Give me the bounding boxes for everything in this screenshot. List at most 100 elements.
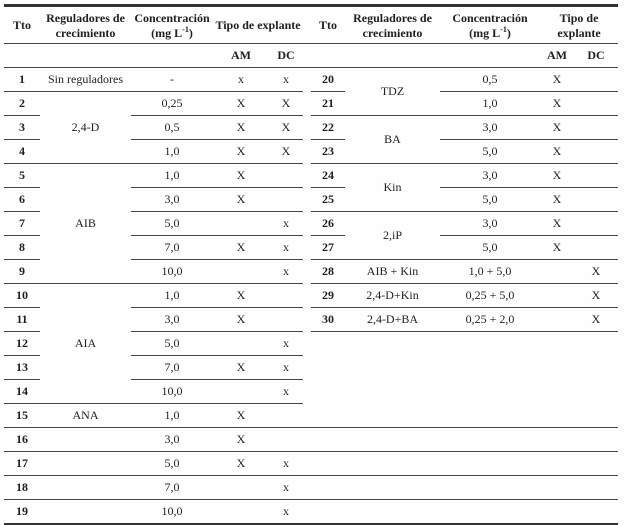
concentration-cell: 3,0 [131,427,213,452]
am-mark-cell [213,211,269,236]
tto-cell: 6 [4,187,40,212]
am-header-right: AM [540,43,574,68]
concentration-cell: 0,25 + 2,0 [440,307,540,332]
concentration-header-left: Concentración (mg L-1) [131,5,213,44]
tto-cell: 2 [4,91,40,116]
header-line: Reguladores de [353,11,432,26]
table-row: 14 10,0 x [4,379,618,404]
treatments-table: Tto Reguladores de crecimiento Concentra… [4,4,618,525]
table-row: 15 ANA 1,0 X [4,403,618,428]
table-row: 6 3,0 X 25 5,0 X [4,187,618,212]
dc-mark-cell [269,283,303,308]
regulator-cell [345,427,440,452]
header-row-sub: AM DC AM DC [4,43,618,68]
regulator-cell: AIB [40,163,131,284]
header-line: crecimiento [362,25,423,40]
dc-mark-cell [269,187,303,212]
dc-mark-cell [574,163,618,188]
dc-mark-cell: X [269,91,303,116]
concentration-cell: 3,0 [131,187,213,212]
dc-mark-cell [574,187,618,212]
concentration-cell: 3,0 [440,211,540,236]
explant-header-right: Tipo de explante [540,5,618,44]
gap-cell [303,356,311,380]
am-mark-cell: X [213,139,269,164]
concentration-cell: 10,0 [131,379,213,404]
gap-column [303,5,311,44]
concentration-cell: 5,0 [131,331,213,356]
tto-cell: 29 [311,283,345,308]
header-row-main: Tto Reguladores de crecimiento Concentra… [4,5,618,44]
am-mark-cell: X [213,307,269,332]
tto-header-left: Tto [4,5,40,44]
regulators-header-left: Reguladores de crecimiento [40,5,131,44]
table-row: 4 1,0 X X 23 5,0 X [4,139,618,164]
am-mark-cell: X [213,235,269,260]
regulator-cell: 2,4-D+Kin [345,283,440,308]
tto-cell: 9 [4,259,40,284]
regulator-cell: Sin reguladores [40,67,131,92]
header-line: (mg L-1) [440,25,540,40]
header-line: Concentración [452,11,528,26]
dc-mark-cell: X [269,139,303,164]
am-mark-cell [540,427,574,452]
tto-cell [311,356,345,380]
gap-column [303,43,311,68]
dc-mark-cell [574,67,618,92]
am-mark-cell: X [540,235,574,260]
concentration-cell [440,356,540,380]
am-mark-cell: X [540,139,574,164]
gap-cell [303,451,311,476]
concentration-cell: - [131,67,213,92]
regulator-cell [40,451,131,476]
dc-mark-cell [269,403,303,428]
unit-text: ) [188,25,193,40]
concentration-cell [440,427,540,452]
am-mark-cell: X [540,211,574,236]
table-row: 11 3,0 X 30 2,4-D+BA 0,25 + 2,0 X [4,307,618,332]
unit-text: ) [506,25,511,40]
regulator-cell: 2,4-D [40,91,131,164]
gap-cell [303,92,311,116]
table-row: 9 10,0 x 28 AIB + Kin 1,0 + 5,0 X [4,259,618,284]
tto-cell: 15 [4,403,40,428]
dc-mark-cell: X [574,259,618,284]
gap-cell [303,475,311,500]
tto-cell [311,403,345,428]
regulator-cell: 2,4-D+BA [345,307,440,332]
dc-mark-cell: X [269,115,303,140]
concentration-cell: 5,0 [131,211,213,236]
am-mark-cell: X [213,283,269,308]
table-row: 5 AIB 1,0 X 24 Kin 3,0 X [4,163,618,284]
gap-cell [303,212,311,236]
header-line: (mg L-1) [131,25,213,40]
concentration-cell: 0,5 [440,67,540,92]
concentration-cell [440,380,540,404]
dc-mark-cell: x [269,355,303,380]
explant-header-left: Tipo de explante [213,5,303,44]
dc-mark-cell [574,332,618,356]
concentration-cell: 0,25 + 5,0 [440,283,540,308]
concentration-cell [440,403,540,428]
tto-cell: 12 [4,331,40,356]
dc-mark-cell [574,115,618,140]
concentration-cell: 1,0 [440,91,540,116]
am-mark-cell: X [213,163,269,188]
dc-mark-cell: x [269,211,303,236]
concentration-cell: 1,0 [131,403,213,428]
table-row: 7 5,0 x 26 2,iP 3,0 X [4,211,618,260]
am-mark-cell: X [540,67,574,92]
tto-cell: 26 [311,211,345,236]
dc-mark-cell: X [574,283,618,308]
dc-mark-cell: x [269,475,303,500]
concentration-cell: 1,0 [131,163,213,188]
am-mark-cell: X [540,91,574,116]
header-line: Reguladores de [46,11,125,26]
header-line: crecimiento [55,25,116,40]
am-mark-cell: X [213,403,269,428]
tto-cell: 16 [4,427,40,452]
concentration-cell [440,475,540,500]
tto-cell: 8 [4,235,40,260]
